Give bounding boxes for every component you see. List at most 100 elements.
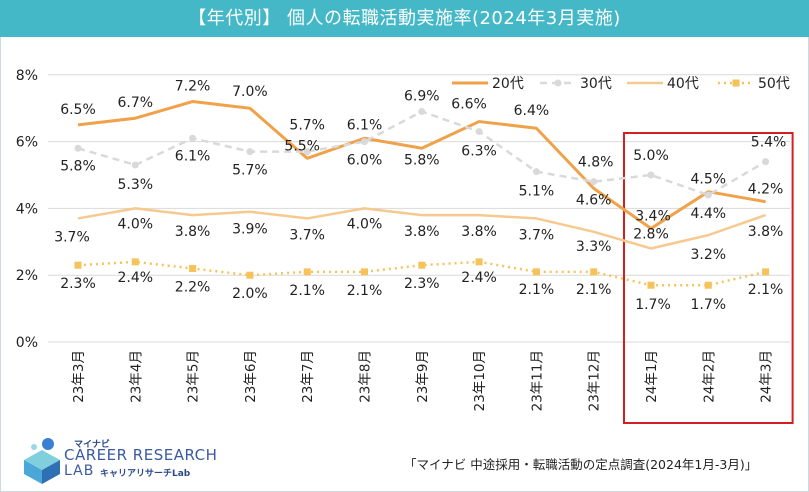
x-tick-label: 23年11月 <box>529 350 545 411</box>
series-line-40代 <box>77 207 767 250</box>
data-label: 3.7% <box>289 227 325 243</box>
highlight-box <box>623 132 794 424</box>
x-tick-label: 24年3月 <box>759 350 775 403</box>
data-label: 5.3% <box>118 177 154 193</box>
data-point <box>532 168 540 176</box>
data-label: 4.4% <box>691 206 727 222</box>
data-label: 5.5% <box>284 138 320 154</box>
data-label: 2.4% <box>118 270 154 286</box>
data-label: 6.3% <box>461 144 497 160</box>
data-point <box>475 258 483 266</box>
data-label: 2.2% <box>175 280 211 296</box>
data-label: 6.1% <box>347 117 383 133</box>
data-label: 2.3% <box>60 276 96 292</box>
data-label: 3.3% <box>576 239 612 255</box>
data-label: 3.7% <box>54 229 90 245</box>
data-point <box>189 134 197 142</box>
career-research-lab-logo-icon <box>24 438 60 484</box>
data-label: 2.0% <box>232 286 268 302</box>
data-point <box>74 144 82 152</box>
data-label: 3.8% <box>461 224 497 240</box>
data-point <box>704 281 712 289</box>
data-point <box>189 265 197 273</box>
logo-lab-text: LAB <box>64 463 95 479</box>
data-label: 6.0% <box>347 153 383 169</box>
data-label: 2.1% <box>748 282 784 298</box>
y-tick-label: 6% <box>16 135 38 151</box>
data-label: 3.9% <box>232 222 268 238</box>
y-tick-label: 8% <box>16 68 38 84</box>
data-label: 5.8% <box>60 158 96 174</box>
data-label: 3.7% <box>519 227 555 243</box>
data-label: 5.7% <box>289 118 325 134</box>
data-point <box>303 268 311 276</box>
data-label: 5.4% <box>751 135 787 151</box>
data-label: 4.2% <box>748 182 784 198</box>
x-tick-label: 23年8月 <box>358 350 374 403</box>
data-point <box>246 148 254 156</box>
data-label: 5.7% <box>232 163 268 179</box>
data-point <box>303 148 311 156</box>
data-label: 4.8% <box>578 155 614 171</box>
data-label: 6.7% <box>118 95 154 111</box>
x-tick-label: 24年2月 <box>701 350 717 403</box>
data-label: 2.1% <box>519 282 555 298</box>
data-label: 1.7% <box>635 297 671 313</box>
x-tick-label: 23年3月 <box>71 350 87 403</box>
data-point <box>590 268 598 276</box>
data-point <box>532 268 540 276</box>
data-label: 4.5% <box>691 172 727 188</box>
data-point <box>246 271 254 279</box>
data-point <box>418 108 426 116</box>
data-label: 3.8% <box>175 224 211 240</box>
legend-label-40代: 40代 <box>667 76 699 92</box>
data-point <box>762 268 770 276</box>
data-label: 7.0% <box>232 84 268 100</box>
chart-title: 【年代別】 個人の転職活動実施率(2024年3月実施) <box>0 0 809 37</box>
data-point <box>762 158 770 166</box>
data-label: 6.9% <box>404 89 440 105</box>
x-tick-label: 23年5月 <box>186 350 202 403</box>
legend-marker <box>732 79 740 87</box>
data-label: 3.2% <box>691 247 727 263</box>
data-label: 3.4% <box>635 208 671 224</box>
y-tick-label: 2% <box>16 268 38 284</box>
x-tick-label: 23年9月 <box>415 350 431 403</box>
data-label: 6.6% <box>451 97 487 113</box>
series-line-20代 <box>77 100 766 230</box>
x-tick-label: 23年12月 <box>587 350 603 411</box>
data-label: 3.8% <box>748 224 784 240</box>
data-label: 2.8% <box>633 226 669 242</box>
data-point <box>418 261 426 269</box>
data-label: 2.1% <box>576 282 612 298</box>
data-point <box>704 191 712 199</box>
data-label: 2.1% <box>347 283 383 299</box>
legend-marker <box>554 79 562 87</box>
source-note: 「マイナビ 中途採用・転職活動の定点調査(2024年1月-3月)」 <box>404 457 758 472</box>
x-tick-label: 23年7月 <box>300 350 316 403</box>
logo-main-text: CAREER RESEARCH <box>64 446 218 464</box>
data-point <box>590 178 598 186</box>
data-point <box>74 261 82 269</box>
data-label: 4.0% <box>118 216 154 232</box>
legend-label-20代: 20代 <box>492 76 524 92</box>
data-label: 5.1% <box>519 184 555 200</box>
data-point <box>361 138 368 146</box>
data-point <box>361 268 368 276</box>
logo-sub-text: キャリアリサーチLab <box>100 469 191 479</box>
legend-label-50代: 50代 <box>758 76 790 92</box>
x-tick-label: 23年6月 <box>243 350 259 403</box>
data-label: 6.1% <box>175 148 211 164</box>
data-label: 7.2% <box>175 79 211 95</box>
data-point <box>647 281 655 289</box>
data-point <box>131 258 139 266</box>
data-label: 5.8% <box>404 152 440 168</box>
data-label: 2.3% <box>404 276 440 292</box>
data-label: 2.1% <box>289 283 325 299</box>
x-tick-label: 24年1月 <box>644 350 660 403</box>
data-point <box>475 128 483 136</box>
data-point <box>131 161 139 169</box>
y-tick-label: 0% <box>16 335 38 351</box>
